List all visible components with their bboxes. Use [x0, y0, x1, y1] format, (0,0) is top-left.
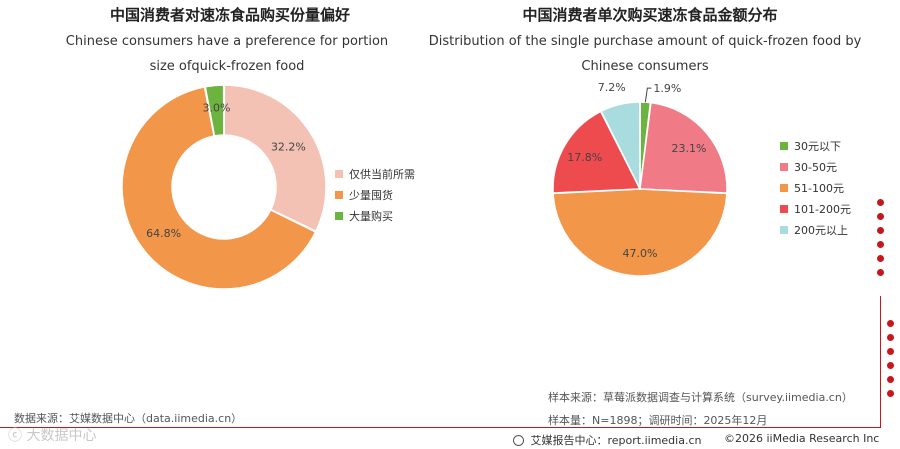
chart-1-slice-4: [600, 101, 641, 190]
chart-0-legend-swatch-2: [335, 212, 343, 220]
chart-1-legend-label-1: 30-50元: [794, 161, 837, 174]
chart-1-legend-swatch-4: [780, 226, 788, 234]
watermark-logo: ⓒ 大数据中心: [8, 425, 96, 445]
decorative-dot: [877, 199, 884, 206]
decorative-dot: [877, 227, 884, 234]
decorative-dot: [877, 269, 884, 276]
chart-1-legend-item-2: 51-100元: [780, 180, 844, 196]
chart-0-legend-swatch-1: [335, 191, 343, 199]
right-chart-subtitle: Distribution of the single purchase amou…: [428, 34, 862, 74]
chart-0-slice-0: [223, 84, 327, 233]
chart-1-legend-item-4: 200元以上: [780, 222, 848, 238]
chart-1-data-label-2: 47.0%: [623, 247, 658, 260]
decorative-dot: [887, 320, 894, 327]
brand-icon: [513, 435, 524, 446]
chart-1-slice-1: [639, 101, 728, 194]
right-chart: 1.9% 23.1% 47.0% 17.8% 7.2%: [552, 81, 728, 277]
watermark-icon: ⓒ: [8, 428, 22, 444]
decorative-dot: [877, 241, 884, 248]
chart-0-data-label-0: 32.2%: [271, 141, 306, 154]
chart-1-data-label-0: 1.9%: [653, 82, 681, 95]
chart-0-legend-label-1: 少量囤货: [349, 189, 393, 202]
footer-sample-size: 样本量：N=1898；调研时间：2025年12月: [548, 414, 768, 427]
chart-0-legend-item-1: 少量囤货: [335, 187, 393, 203]
chart-0-legend-label-2: 大量购买: [349, 210, 393, 223]
chart-1-legend-label-0: 30元以下: [794, 140, 841, 153]
chart-0-data-label-2: 3.0%: [202, 101, 230, 114]
decorative-dot: [887, 348, 894, 355]
chart-1-legend-label-3: 101-200元: [794, 203, 851, 216]
chart-1-data-label-1: 23.1%: [671, 142, 706, 155]
decorative-dot: [887, 390, 894, 397]
footer-sample-source: 样本来源：草莓派数据调查与计算系统（survey.iimedia.cn）: [548, 391, 853, 404]
decorative-dot: [887, 334, 894, 341]
footer-divider: [0, 427, 881, 428]
right-chart-title: 中国消费者单次购买速冻食品金额分布: [522, 6, 778, 24]
chart-0-legend-swatch-0: [335, 170, 343, 178]
chart-1-legend-swatch-3: [780, 205, 788, 213]
footer-copyright: ©2026 iiMedia Research Inc: [724, 432, 880, 445]
chart-1-data-label-4: 7.2%: [598, 81, 626, 94]
watermark-text: 大数据中心: [26, 428, 97, 444]
chart-0-slice-2: [204, 84, 225, 137]
chart-1-slice-3: [552, 110, 642, 194]
chart-1-legend-swatch-2: [780, 184, 788, 192]
chart-1-slice-2: [552, 188, 728, 277]
chart-1-legend-swatch-0: [780, 142, 788, 150]
footer-brand: 艾媒报告中心：report.iimedia.cn: [513, 432, 701, 448]
chart-1-legend-label-2: 51-100元: [794, 182, 844, 195]
decorative-dot: [887, 362, 894, 369]
chart-0-data-label-1: 64.8%: [146, 227, 181, 240]
chart-0-legend-item-2: 大量购买: [335, 208, 393, 224]
chart-1-legend-swatch-1: [780, 163, 788, 171]
chart-0-legend-label-0: 仅供当前所需: [349, 168, 415, 181]
footer-bracket-vertical: [880, 296, 881, 428]
chart-1-legend-item-0: 30元以下: [780, 138, 841, 154]
decorative-dot: [887, 376, 894, 383]
chart-0-slice-1: [121, 86, 317, 290]
chart-1-legend-item-3: 101-200元: [780, 201, 851, 217]
left-chart-subtitle: Chinese consumers have a preference for …: [65, 34, 389, 74]
chart-0-legend-item-0: 仅供当前所需: [335, 166, 415, 182]
chart-1-legend-item-1: 30-50元: [780, 159, 837, 175]
chart-1-leader-line-0: [644, 87, 652, 103]
decorative-dot: [877, 213, 884, 220]
footer-data-source: 数据来源：艾媒数据中心（data.iimedia.cn）: [14, 412, 243, 425]
chart-1-data-label-3: 17.8%: [567, 151, 602, 164]
brand-text: 艾媒报告中心：report.iimedia.cn: [530, 434, 702, 447]
left-chart: 32.2% 64.8% 3.0%: [121, 84, 327, 290]
left-chart-title: 中国消费者对速冻食品购买份量偏好: [109, 6, 350, 24]
decorative-dot: [877, 255, 884, 262]
chart-1-legend-label-4: 200元以上: [794, 224, 848, 237]
